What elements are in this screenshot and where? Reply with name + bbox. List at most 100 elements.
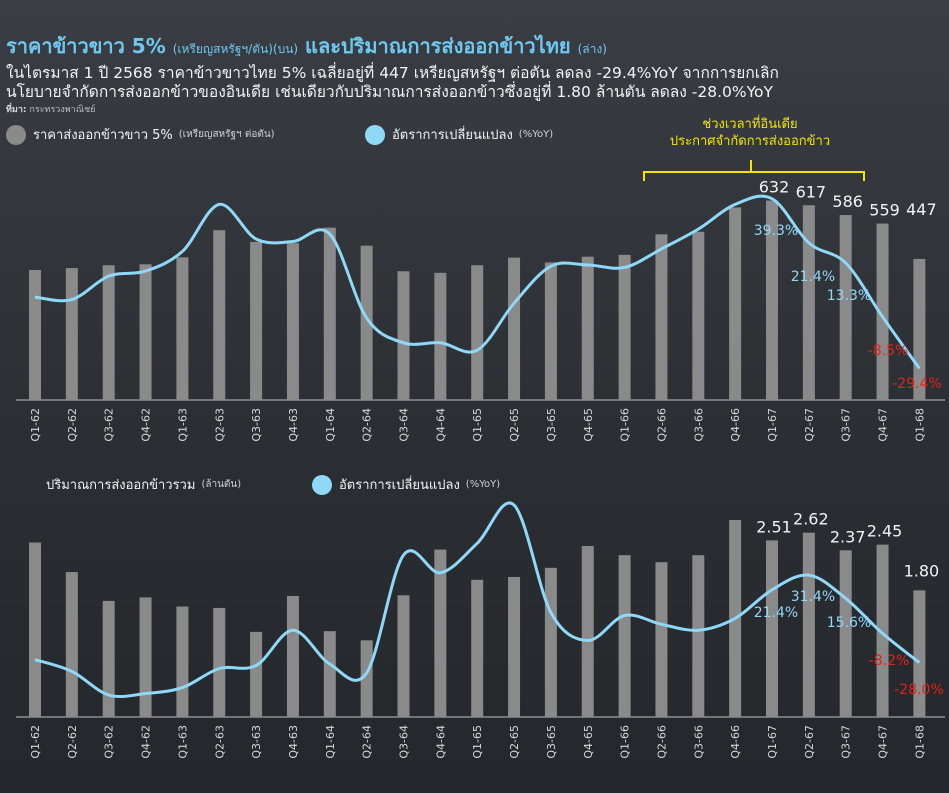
tick-label-Q1-66: Q1-66 [619,725,632,759]
subtitle-line-1: ในไตรมาส 1 ปี 2568 ราคาข้าวขาวไทย 5% เฉล… [6,64,779,82]
bar-Q4-67 [876,544,889,717]
tick-label-Q2-66: Q2-66 [655,408,668,442]
bar-Q3-62 [102,600,115,717]
tick-label-Q3-65: Q3-65 [545,408,558,442]
bar-Q3-66 [692,231,705,400]
pct-label-Q1-67: 21.4% [754,605,798,621]
legend-bar-swatch [6,124,26,145]
tick-label-Q4-64: Q4-64 [434,725,447,759]
value-label-Q2-67: 617 [796,182,827,201]
legend-bottom-volume-unit: (ล้านตัน) [201,479,242,490]
tick-label-Q4-67: Q4-67 [877,408,890,442]
tick-label-Q2-63: Q2-63 [213,725,226,759]
tick-label-Q4-63: Q4-63 [287,408,300,442]
bar-Q4-63 [286,243,299,400]
bar-Q4-64 [434,272,447,400]
tick-label-Q3-67: Q3-67 [840,725,853,759]
tick-label-Q2-62: Q2-62 [66,725,79,759]
pct-label-Q1-67: 39.3% [754,223,798,239]
tick-label-Q4-62: Q4-62 [140,408,153,442]
bar-Q4-64 [434,549,447,717]
tick-label-Q3-66: Q3-66 [692,408,705,442]
bar-Q4-65 [581,546,594,717]
bar-Q3-67 [839,550,852,717]
title-main: ราคาข้าวขาว 5% [6,34,166,58]
bar-Q3-63 [250,241,263,400]
bar-Q2-66 [655,234,668,400]
value-label-Q1-67: 2.51 [756,517,792,536]
legend-top-price: ราคาส่งออกข้าวขาว 5% (เหรียญสหรัฐฯ ต่อตั… [6,124,275,145]
legend-top-change: อัตราการเปลี่ยนแปลง (%YoY) [365,124,553,145]
pct-label-Q1-68: -29.4% [892,376,942,392]
title-main-unit: (เหรียญสหรัฐฯ/ตัน)(บน) [172,42,299,56]
tick-label-Q1-68: Q1-68 [913,408,926,442]
bar-Q1-63 [176,257,189,400]
tick-label-Q4-64: Q4-64 [434,408,447,442]
subtitle-line-2: นโยบายจำกัดการส่งออกข้าวของอินเดีย เช่นเ… [6,83,773,101]
title-second-unit: (ล่าง) [577,42,607,56]
pct-label-Q3-67: 15.6% [827,615,871,631]
price-chart: Q1-62 Q2-62 Q3-62 Q4-62 Q1-63 Q2-63 Q3-63 Q4-63… [16,178,945,442]
bar-Q1-66 [618,254,631,400]
bar-Q1-64 [323,631,336,717]
legend-bottom-change-name: อัตราการเปลี่ยนแปลง [339,478,460,493]
legend-top-change-unit: (%YoY) [518,129,554,140]
bar-Q2-64 [360,245,373,400]
annotation-line-1: ช่วงเวลาที่อินเดีย [702,117,798,132]
bar-Q2-63 [213,230,226,400]
tick-label-Q1-62: Q1-62 [29,408,42,442]
tick-label-Q2-63: Q2-63 [213,408,226,442]
bar-Q2-67 [802,205,815,400]
tick-label-Q3-62: Q3-62 [103,408,116,442]
bar-Q4-65 [581,256,594,400]
annotation-bracket [643,171,865,181]
tick-label-Q2-66: Q2-66 [655,725,668,759]
tick-label-Q2-65: Q2-65 [508,725,521,759]
tick-label-Q4-66: Q4-66 [729,725,742,759]
bar-Q2-66 [655,562,668,717]
bar-Q2-64 [360,640,373,717]
bar-Q1-67 [766,540,778,717]
bar-Q2-63 [213,607,226,717]
value-label-Q1-68: 1.80 [904,561,940,580]
bar-Q1-67 [766,200,778,400]
bar-Q4-62 [139,597,152,717]
legend-top-price-unit: (เหรียญสหรัฐฯ ต่อตัน) [178,129,275,140]
value-label-Q2-67: 2.62 [793,510,829,529]
bar-Q1-62 [29,269,41,400]
bar-Q1-65 [471,579,484,717]
bar-Q3-65 [544,567,557,717]
tick-label-Q2-65: Q2-65 [508,408,521,442]
bar-Q4-62 [139,264,152,400]
value-label-Q3-67: 2.37 [830,527,866,546]
value-label-Q1-68: 447 [906,200,937,219]
source-label: ที่มา: [6,105,27,115]
bar-Q1-65 [471,265,484,400]
tick-label-Q1-67: Q1-67 [766,408,779,442]
pct-label-Q4-67: -8.5% [868,343,909,359]
tick-label-Q3-64: Q3-64 [398,725,411,759]
bar-Q1-68 [913,590,926,717]
tick-label-Q1-62: Q1-62 [29,725,42,759]
legend-bottom-volume-name: ปริมาณการส่งออกข้าวรวม [46,478,196,493]
tick-label-Q4-63: Q4-63 [287,725,300,759]
tick-label-Q3-62: Q3-62 [103,725,116,759]
bar-Q3-67 [839,215,852,400]
bar-Q1-64 [323,227,336,400]
tick-label-Q4-67: Q4-67 [877,725,890,759]
tick-label-Q3-65: Q3-65 [545,725,558,759]
tick-label-Q1-63: Q1-63 [176,725,189,759]
value-label-Q4-67: 559 [869,201,900,220]
chart-title: ราคาข้าวขาว 5% (เหรียญสหรัฐฯ/ตัน)(บน) แล… [6,30,607,62]
tick-label-Q1-65: Q1-65 [471,725,484,759]
legend-bottom-volume: ปริมาณการส่งออกข้าวรวม (ล้านตัน) [46,474,241,495]
tick-label-Q3-63: Q3-63 [250,408,263,442]
yoy-change-line [34,501,921,699]
volume-chart: Q1-62 Q2-62 Q3-62 Q4-62 Q1-63 Q2-63 Q3-63 Q4-63… [16,501,945,759]
yoy-change-line [34,194,921,370]
bar-Q3-63 [250,631,263,717]
bar-Q3-64 [397,595,410,717]
source-text: กระทรวงพาณิชย์ [29,105,96,115]
tick-label-Q3-64: Q3-64 [398,408,411,442]
title-second: และปริมาณการส่งออกข้าวไทย [305,34,571,58]
